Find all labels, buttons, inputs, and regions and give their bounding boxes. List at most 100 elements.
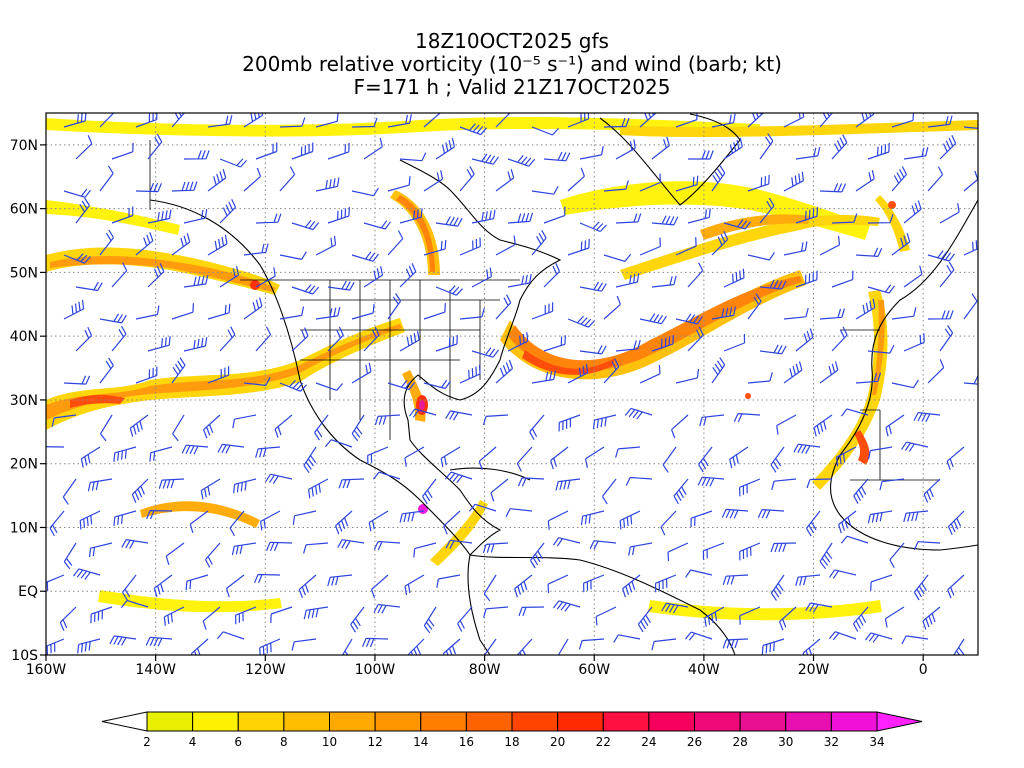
wind-barb: [903, 333, 925, 352]
wind-barb: [518, 606, 545, 617]
lon-label: 120W: [245, 662, 286, 678]
wind-barb: [315, 113, 339, 128]
wind-barb: [233, 478, 257, 494]
wind-barb: [622, 574, 641, 598]
wind-barb: [459, 308, 485, 320]
wind-barb: [279, 306, 305, 320]
wind-barb: [207, 115, 233, 128]
colorbar-swatch: [602, 711, 650, 732]
wind-barb: [445, 539, 473, 549]
wind-barb: [327, 142, 350, 160]
wind-barb: [279, 251, 307, 260]
wind-barb: [567, 167, 585, 192]
wind-barb: [362, 637, 389, 648]
chart-title-block: 18Z10OCT2025 gfs 200mb relative vorticit…: [0, 30, 1024, 99]
wind-barb: [947, 574, 965, 599]
wind-barb: [516, 638, 533, 655]
title-line-2: 200mb relative vorticity (10⁻⁵ s⁻¹) and …: [242, 52, 782, 76]
colorbar-swatch: [465, 711, 513, 732]
wind-barb: [478, 446, 497, 470]
wind-barb: [279, 166, 296, 192]
wind-barb: [171, 303, 194, 320]
wind-barb: [135, 113, 158, 128]
wind-barb: [423, 170, 444, 192]
lat-label: 50N: [10, 265, 38, 281]
wind-barb: [739, 606, 761, 625]
wind-barb: [747, 174, 770, 192]
wind-barb: [903, 265, 923, 288]
wind-barb: [372, 471, 401, 480]
lat-label: 30N: [10, 393, 38, 409]
wind-barb: [901, 441, 929, 452]
wind-barb: [387, 379, 416, 391]
wind-barb: [80, 446, 101, 468]
wind-barb: [368, 510, 389, 532]
lat-label: 10S: [11, 648, 38, 664]
wind-barb: [49, 510, 65, 537]
wind-barb: [733, 413, 761, 423]
wind-barb: [351, 304, 375, 320]
wind-barb: [113, 510, 137, 526]
wind-barb: [147, 133, 163, 160]
colorbar-swatch: [420, 711, 467, 732]
wind-barb: [625, 476, 653, 486]
wind-barb: [903, 200, 922, 224]
wind-barb: [99, 414, 113, 442]
wind-barb: [367, 446, 389, 465]
wind-barb: [440, 446, 461, 468]
wind-barb: [690, 510, 713, 528]
wind-barb: [615, 213, 642, 224]
wind-barb: [855, 169, 875, 192]
wind-barb: [770, 542, 797, 553]
wind-barb: [553, 600, 581, 612]
colorbar-label: 10: [322, 735, 337, 749]
wind-barb: [181, 444, 209, 455]
wind-barb: [963, 293, 978, 320]
wind-barb: [255, 213, 282, 224]
wind-barb: [838, 510, 857, 534]
wind-barb: [567, 363, 589, 384]
wind-barb: [589, 540, 617, 550]
wind-barb: [351, 117, 378, 128]
title-line-1: 18Z10OCT2025 gfs: [415, 29, 609, 53]
wind-barb: [435, 137, 455, 160]
colorbar-over-triangle: [876, 711, 923, 732]
wind-barb: [341, 638, 353, 655]
colorbar-swatch: [146, 711, 194, 732]
wind-barb: [171, 181, 198, 192]
wind-barb: [579, 281, 607, 292]
wind-barb: [459, 166, 475, 192]
wind-barb: [63, 299, 85, 320]
wind-barb: [567, 113, 590, 128]
wind-barb: [51, 414, 77, 427]
lon-label: 140W: [135, 662, 176, 678]
colorbar-label: 2: [143, 735, 151, 749]
wind-barb: [243, 167, 262, 192]
wind-barb: [303, 606, 329, 620]
wind-barb: [471, 267, 492, 288]
wind-barb: [547, 510, 569, 530]
wind-barb: [207, 234, 228, 256]
wind-barb: [675, 113, 698, 128]
wind-barb: [111, 142, 134, 160]
wind-barb: [265, 473, 293, 484]
wind-barb: [171, 357, 186, 384]
wind-barb: [711, 231, 729, 256]
wind-barb: [219, 158, 247, 168]
colorbar-swatch: [785, 711, 832, 732]
lat-label: 70N: [10, 138, 38, 154]
wind-barb: [831, 270, 854, 288]
wind-barb: [153, 574, 173, 597]
wind-barb: [63, 188, 91, 198]
colorbar-label: 32: [824, 735, 839, 749]
wind-barb: [870, 574, 893, 591]
wind-barb: [867, 213, 894, 224]
wind-barb: [855, 298, 876, 320]
wind-barb: [813, 414, 833, 437]
wind-barb: [482, 542, 509, 554]
wind-barb: [747, 372, 773, 384]
wind-barb: [963, 375, 978, 385]
wind-barb: [459, 364, 481, 384]
wind-barb: [529, 542, 545, 569]
wind-barb: [531, 126, 559, 136]
